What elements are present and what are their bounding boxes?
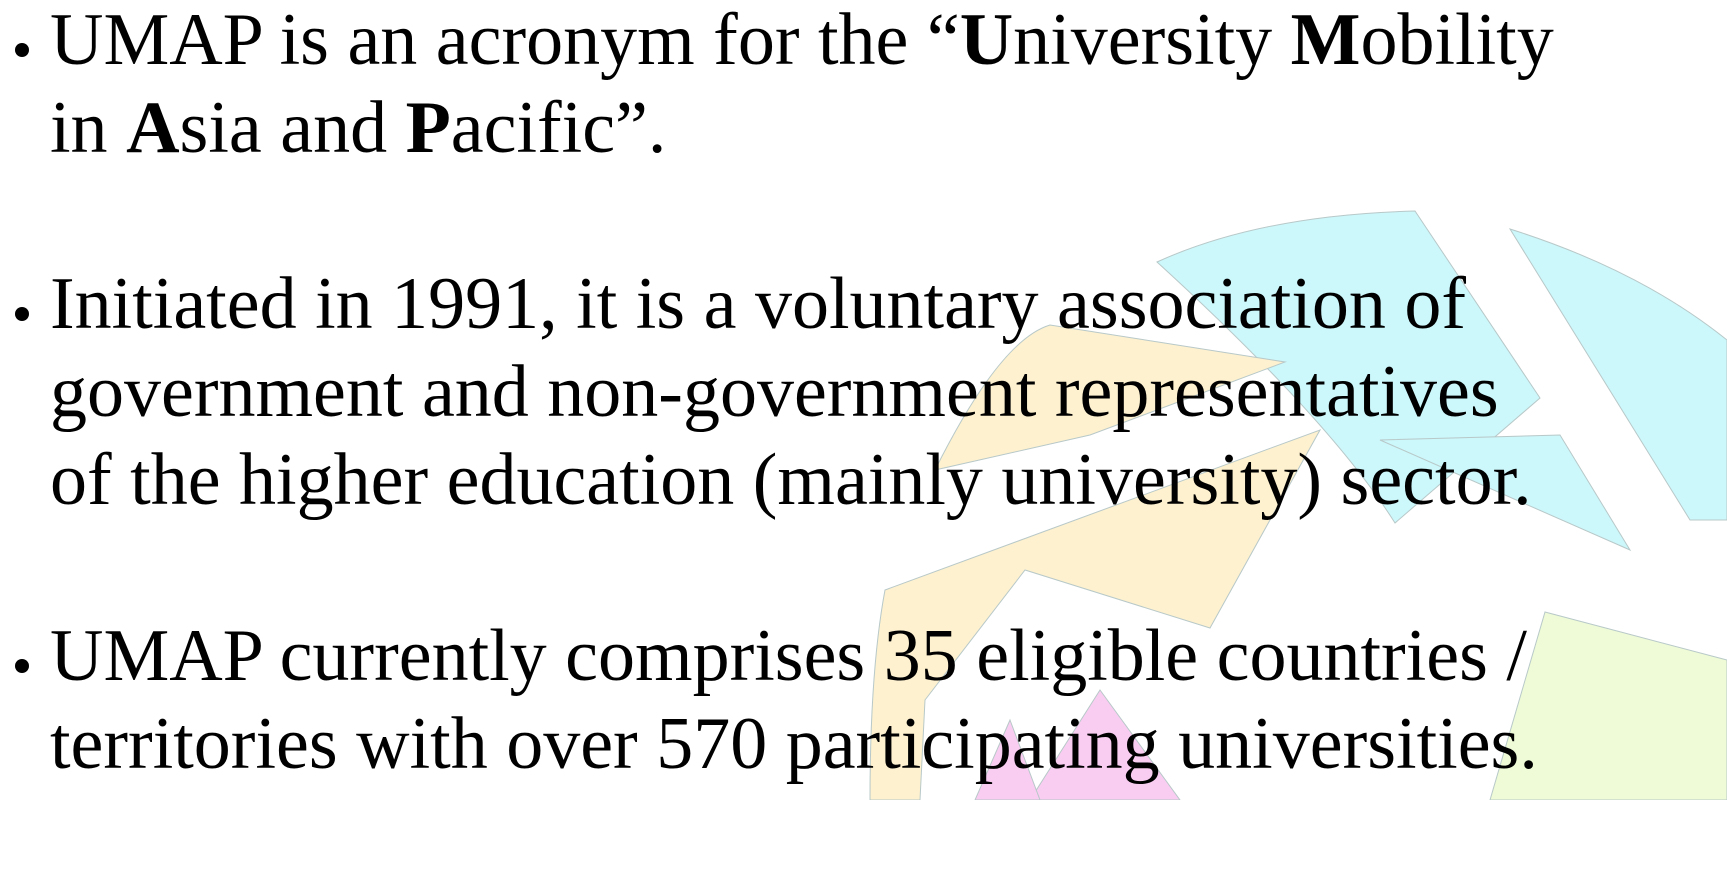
text: UMAP is an acronym for the “ — [50, 0, 960, 81]
bullet: UMAP is an acronym for the “University M… — [50, 0, 1727, 172]
text-line: territories with over 570 participating … — [50, 700, 1727, 788]
text-line: UMAP currently comprises 35 eligible cou… — [50, 612, 1727, 700]
text: niversity — [1013, 0, 1290, 81]
text-line: Initiated in 1991, it is a voluntary ass… — [50, 260, 1727, 348]
text: of the higher education (mainly universi… — [50, 439, 1532, 521]
bold-text: U — [960, 0, 1013, 81]
bold-text: M — [1291, 0, 1361, 81]
text: territories with over 570 participating … — [50, 703, 1538, 785]
text-line: of the higher education (mainly universi… — [50, 436, 1727, 524]
bold-text: A — [126, 87, 179, 169]
bold-text: P — [406, 87, 451, 169]
text-line: UMAP is an acronym for the “University M… — [50, 0, 1727, 84]
text: acific”. — [451, 87, 667, 169]
bullet-list: UMAP is an acronym for the “University M… — [0, 0, 1727, 876]
bullet: UMAP currently comprises 35 eligible cou… — [50, 612, 1727, 788]
bullet: Initiated in 1991, it is a voluntary ass… — [50, 260, 1727, 524]
text: in — [50, 87, 126, 169]
text-line: government and non-government representa… — [50, 348, 1727, 436]
text: Initiated in 1991, it is a voluntary ass… — [50, 263, 1466, 345]
text: obility — [1361, 0, 1554, 81]
text-line: in Asia and Pacific”. — [50, 84, 1727, 172]
text: government and non-government representa… — [50, 351, 1499, 433]
text: UMAP currently comprises 35 eligible cou… — [50, 615, 1527, 697]
text: sia and — [180, 87, 406, 169]
slide: UMAP is an acronym for the “University M… — [0, 0, 1727, 800]
